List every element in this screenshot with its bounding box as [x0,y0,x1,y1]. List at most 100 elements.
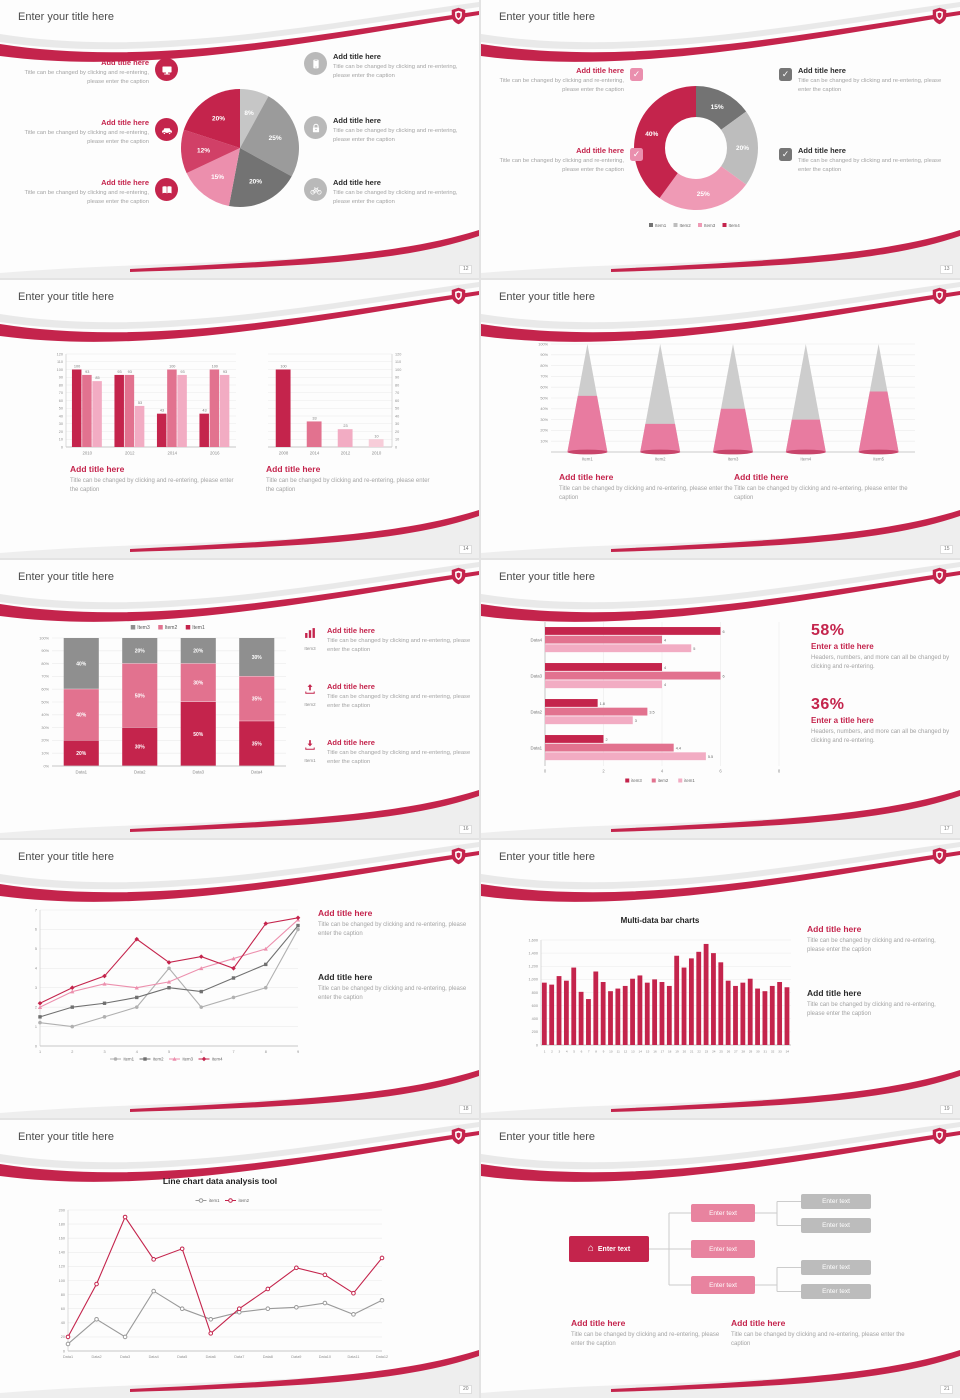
svg-text:Item4: Item4 [729,223,741,228]
feature-block: Add title here Title can be changed by c… [489,146,643,174]
section-caption: Title can be changed by clicking and re-… [559,485,733,501]
slide-title: Enter your title here [499,571,595,583]
slide-20[interactable]: Enter your title here 20 Line chart data… [0,1120,479,1398]
svg-text:Item4: Item4 [800,457,811,462]
svg-text:50%: 50% [41,700,49,704]
svg-text:60: 60 [61,1307,65,1311]
org-node-label: Enter text [709,1209,737,1217]
slide-17[interactable]: Enter your title here 17 0 2 4 6 8 6 4 1.8 2 4 6 3.… [481,560,960,838]
slide-15[interactable]: Enter your title here 15 10% 20% 30% 40% 50%… [481,280,960,558]
stat-value: 58% [811,622,845,639]
org-branch-node: Enter text [691,1276,755,1294]
svg-text:19: 19 [675,1050,679,1054]
svg-text:5.5: 5.5 [708,755,713,759]
monitor-icon [155,58,178,81]
svg-text:30%: 30% [41,726,49,730]
slide-19[interactable]: Enter your title here 19 Multi-data bar … [481,840,960,1118]
feature-title: Add title here [327,738,375,747]
svg-text:10%: 10% [540,440,548,444]
section-caption: Title can be changed by clicking and re-… [731,1331,905,1347]
slide-13[interactable]: Enter your title here 13 15% 20% 25% 40% Ite… [481,0,960,278]
svg-text:20: 20 [61,1335,65,1339]
slide-16[interactable]: Enter your title here 16 Item3 Item2 Item1… [0,560,479,838]
page-number: 12 [459,265,472,274]
svg-text:9: 9 [603,1050,605,1054]
svg-text:1,400: 1,400 [528,951,538,955]
svg-text:1: 1 [35,1025,37,1029]
svg-text:6: 6 [35,928,37,932]
feature-title: Add title here [576,146,624,155]
svg-text:200: 200 [532,1030,538,1034]
feature-title: Add title here [576,66,624,75]
svg-text:120: 120 [57,352,63,356]
svg-text:27: 27 [734,1050,738,1054]
svg-text:20%: 20% [76,751,87,757]
svg-text:2: 2 [551,1050,553,1054]
svg-text:40%: 40% [41,713,49,717]
org-branch-node: Enter text [691,1204,755,1222]
svg-text:43: 43 [160,409,164,413]
slide-21[interactable]: Enter your title here 21 ⌂ Enter text Ent… [481,1120,960,1398]
section-title: Add title here [70,464,125,474]
svg-text:25%: 25% [697,191,710,198]
top-swoosh-decoration [481,842,960,902]
svg-text:Data2: Data2 [91,1355,101,1359]
stat-title: Enter a title here [811,716,874,725]
svg-text:110: 110 [57,360,63,364]
svg-text:Data2: Data2 [531,710,543,715]
icon-tag: Item1 [304,758,316,763]
text-block: Add title here Title can be changed by c… [731,1318,911,1349]
svg-text:20: 20 [395,430,399,434]
svg-text:10: 10 [59,438,63,442]
org-root-node: ⌂ Enter text [569,1236,649,1262]
bottom-swoosh-decoration [0,1070,479,1118]
svg-text:15%: 15% [211,174,224,181]
donut-chart: 15% 20% 25% 40% Item1 Item2 Item3 Item4 [631,80,761,232]
svg-text:40%: 40% [76,661,87,667]
svg-text:6: 6 [723,674,725,678]
feature-block: Add title here Title can be changed by c… [304,178,474,206]
svg-text:0: 0 [536,1043,538,1047]
svg-text:Data3: Data3 [120,1355,130,1359]
bottom-swoosh-decoration [481,510,960,558]
svg-text:Data7: Data7 [234,1355,244,1359]
feature-caption: Title can be changed by clicking and re-… [499,78,625,93]
svg-text:20%: 20% [540,429,548,433]
top-swoosh-decoration [0,2,479,62]
svg-text:Data5: Data5 [177,1355,187,1359]
text-block: Add title here Title can be changed by c… [807,988,955,1019]
svg-text:Data10: Data10 [319,1355,331,1359]
svg-text:8: 8 [265,1050,267,1054]
svg-text:2008: 2008 [279,451,289,456]
slide-14[interactable]: Enter your title here 14 0 10 20 30 40 50 60 70… [0,280,479,558]
svg-text:40: 40 [59,414,63,418]
svg-text:70%: 70% [540,375,548,379]
svg-text:70: 70 [395,391,399,395]
svg-text:40: 40 [395,414,399,418]
svg-text:7: 7 [35,908,37,912]
feature-title: Add title here [327,626,375,635]
svg-text:40: 40 [61,1321,65,1325]
org-leaf-node: Enter text [801,1284,871,1299]
svg-text:80: 80 [59,383,63,387]
svg-text:30%: 30% [193,681,204,687]
slide-title: Enter your title here [499,291,595,303]
slide-12[interactable]: Enter your title here 12 8% 25% 20% 15% 12% 2… [0,0,479,278]
svg-text:10: 10 [609,1050,613,1054]
svg-text:9: 9 [297,1050,299,1054]
svg-text:40%: 40% [540,407,548,411]
svg-text:30: 30 [756,1050,760,1054]
car-icon [155,118,178,141]
svg-text:43: 43 [202,409,206,413]
svg-text:4.4: 4.4 [676,746,681,750]
svg-text:2014: 2014 [310,451,320,456]
section-title: Add title here [734,472,789,482]
svg-text:20%: 20% [193,649,204,655]
feature-caption: Title can be changed by clicking and re-… [327,694,471,709]
svg-text:Data9: Data9 [291,1355,301,1359]
section-caption: Title can be changed by clicking and re-… [318,921,467,937]
feature-title: Add title here [101,118,149,127]
svg-text:35%: 35% [252,741,263,747]
svg-text:12: 12 [624,1050,628,1054]
